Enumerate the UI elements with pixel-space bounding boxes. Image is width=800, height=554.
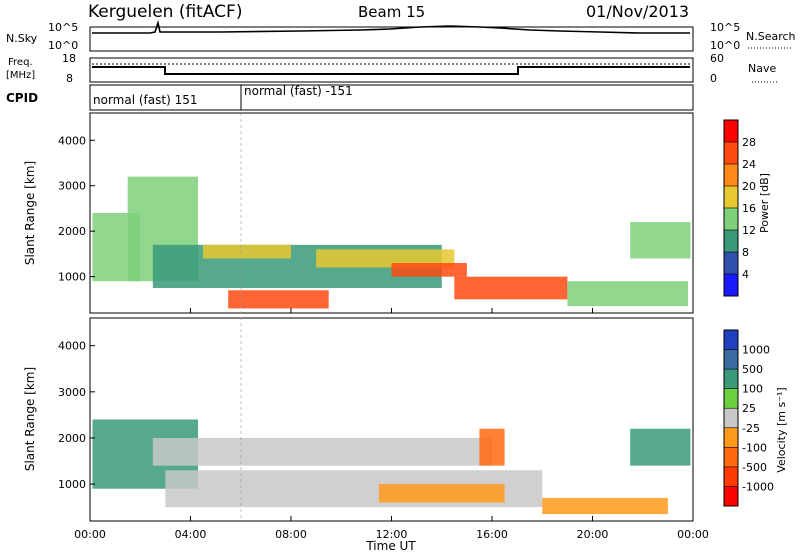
cpid-label: CPID [6,91,38,105]
velocity-colorbar-frame [723,329,739,507]
date-title: 01/Nov/2013 [586,2,689,21]
power-colorbar-segment-3 [724,208,738,230]
time-tick-label-5: 20:00 [577,528,609,541]
power-colorbar-segment-7 [724,120,738,142]
power-colorbar-segment-6 [724,142,738,164]
freq-label-line2: [MHz] [6,70,35,81]
freq-panel: Freq. [MHz] 18 8 60 0 Nave [6,52,778,85]
time-tick-label-2: 08:00 [275,528,307,541]
velocity-region-1 [152,437,492,466]
cpid-segment-2: normal (fast) -151 [244,84,353,98]
velocity-ytick-label-3: 4000 [58,340,86,353]
velocity-region-3 [378,484,505,503]
cpid-panel: CPID normal (fast) 151 normal (fast) -15… [6,84,694,111]
nave-label: Nave [748,62,776,75]
freq-left-tick-top: 18 [62,52,76,65]
velocity-axes: 1000 2000 3000 4000 [58,340,694,521]
power-axes: 1000 2000 3000 4000 [58,134,694,313]
freq-label-line1: Freq. [8,57,33,68]
power-colorbar-tick-label-3: 16 [742,202,756,215]
power-colorbar-label: Power [dB] [758,173,771,233]
power-colorbar-tick-label-0: 4 [742,268,749,281]
velocity-colorbar-segment-7 [724,349,738,370]
velocity-colorbar-segment-4 [724,408,738,428]
noise-left-tick-top: 10^5 [48,21,78,34]
time-tick-label-3: 12:00 [376,528,408,541]
power-ytick-label-3: 4000 [58,134,86,147]
noise-panel: N.Sky 10^5 10^0 10^5 10^0 N.Search [6,20,796,52]
time-axis: 00:00 04:00 08:00 12:00 16:00 20:00 00:00 [74,528,709,541]
power-region-3 [203,244,291,259]
velocity-colorbar-tick-label-4: 25 [742,402,756,415]
power-ylabel: Slant Range [km] [23,161,37,265]
beam-title: Beam 15 [358,3,425,21]
power-colorbar-segment-5 [724,164,738,186]
velocity-region-5 [542,497,668,515]
velocity-colorbar-segment-3 [724,427,738,448]
freq-right-tick-top: 60 [710,52,724,65]
velocity-colorbar-tick-label-7: 1000 [742,344,770,357]
power-ytick-label-0: 1000 [58,271,86,284]
power-colorbar-segment-4 [724,186,738,208]
velocity-colorbar-segment-6 [724,369,738,389]
velocity-colorbar-segment-0 [724,486,738,506]
velocity-data-regions [92,419,691,515]
freq-trace [92,66,690,75]
power-ytick-label-1: 2000 [58,225,86,238]
power-colorbar-tick-label-2: 12 [742,224,756,237]
velocity-colorbar-tick-label-3: -25 [742,422,760,435]
power-colorbar: 4 8 12 16 20 24 28 [723,119,756,297]
power-region-8 [567,281,688,307]
power-region-6 [391,263,467,277]
noise-left-label: N.Sky [6,32,38,45]
velocity-ytick-label-2: 3000 [58,386,86,399]
velocity-colorbar-segment-2 [724,447,738,467]
noise-left-tick-bottom: 10^0 [48,39,78,52]
time-tick-label-4: 16:00 [476,528,508,541]
power-colorbar-tick-label-5: 24 [742,158,756,171]
velocity-ylabel: Slant Range [km] [23,367,37,471]
velocity-colorbar-tick-label-1: -500 [742,461,767,474]
velocity-colorbar-tick-label-5: 100 [742,383,763,396]
velocity-region-4 [479,428,505,466]
velocity-colorbar: -1000 -500 -100 -25 25 100 500 1000 [723,329,774,507]
velocity-colorbar-tick-label-6: 500 [742,363,763,376]
freq-left-tick-bottom: 8 [66,72,73,85]
time-tick-label-0: 00:00 [74,528,106,541]
velocity-colorbar-segment-1 [724,466,738,487]
power-ytick-label-2: 3000 [58,180,86,193]
power-data-regions [92,176,691,309]
power-region-4 [228,290,329,309]
velocity-colorbar-tick-label-0: -1000 [742,480,774,493]
power-colorbar-tick-label-1: 8 [742,246,749,259]
velocity-ytick-label-0: 1000 [58,478,86,491]
power-colorbar-tick-label-6: 28 [742,136,756,149]
power-colorbar-segment-1 [724,252,738,274]
station-title: Kerguelen (fitACF) [88,2,242,22]
xlabel: Time UT [365,539,416,553]
noise-right-tick-bottom: 10^0 [710,39,740,52]
power-panel: 1000 2000 3000 4000 Slant Range [km] 4 8 12 16… [23,112,771,314]
velocity-colorbar-label: Velocity [m s⁻¹] [775,387,788,472]
power-region-9 [630,222,691,259]
velocity-colorbar-segment-5 [724,388,738,409]
time-tick-label-1: 04:00 [175,528,207,541]
velocity-colorbar-tick-label-2: -100 [742,441,767,454]
velocity-region-6 [630,428,691,466]
velocity-colorbar-segment-8 [724,330,738,350]
power-colorbar-tick-label-4: 20 [742,180,756,193]
velocity-ytick-label-1: 2000 [58,432,86,445]
noise-right-tick-top: 10^5 [710,21,740,34]
noise-sky-trace [92,20,690,34]
time-tick-label-6: 00:00 [677,528,709,541]
power-colorbar-segment-0 [724,274,738,296]
power-colorbar-segment-2 [724,230,738,252]
noise-right-label: N.Search [746,30,796,43]
power-region-7 [454,276,568,300]
freq-right-tick-bottom: 0 [710,72,717,85]
cpid-segment-1: normal (fast) 151 [93,93,197,107]
